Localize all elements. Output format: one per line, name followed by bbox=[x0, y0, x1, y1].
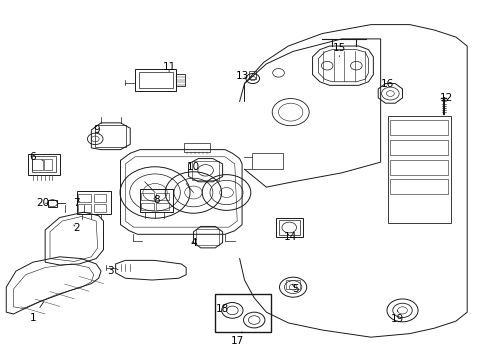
Text: 6: 6 bbox=[30, 152, 42, 162]
Bar bbox=[389, 120, 447, 135]
Bar bbox=[285, 280, 300, 289]
Bar bbox=[196, 229, 219, 245]
Text: 1: 1 bbox=[30, 302, 43, 323]
Bar bbox=[44, 159, 52, 170]
Bar bbox=[77, 191, 111, 214]
Text: 5: 5 bbox=[292, 284, 298, 294]
Text: 2: 2 bbox=[73, 223, 80, 233]
Bar bbox=[140, 189, 173, 212]
Text: 8: 8 bbox=[153, 195, 160, 204]
Bar bbox=[156, 193, 168, 201]
Text: 3: 3 bbox=[107, 266, 118, 276]
Text: 13: 13 bbox=[235, 71, 248, 81]
Bar bbox=[141, 193, 153, 201]
Bar bbox=[183, 143, 210, 152]
Bar bbox=[249, 71, 256, 78]
Text: 20: 20 bbox=[36, 198, 49, 208]
Text: 7: 7 bbox=[73, 198, 80, 208]
Text: 17: 17 bbox=[230, 332, 244, 346]
Bar bbox=[78, 194, 91, 202]
Text: 4: 4 bbox=[190, 238, 196, 248]
Bar bbox=[28, 154, 60, 175]
Text: 15: 15 bbox=[332, 43, 345, 57]
Text: 19: 19 bbox=[390, 310, 404, 324]
Bar bbox=[31, 157, 56, 172]
Text: 11: 11 bbox=[162, 63, 175, 72]
Bar bbox=[389, 159, 447, 175]
Text: 9: 9 bbox=[93, 125, 100, 135]
Bar bbox=[276, 217, 302, 237]
Bar bbox=[138, 72, 172, 88]
Bar bbox=[94, 204, 106, 212]
Bar bbox=[389, 179, 447, 194]
Text: 10: 10 bbox=[186, 162, 200, 172]
Text: 14: 14 bbox=[284, 232, 297, 242]
Text: 12: 12 bbox=[439, 93, 452, 103]
Bar bbox=[135, 69, 176, 91]
Bar bbox=[387, 116, 450, 223]
Bar bbox=[156, 203, 168, 210]
Bar bbox=[278, 220, 299, 235]
Bar bbox=[78, 204, 91, 212]
Bar bbox=[215, 294, 271, 332]
Bar bbox=[389, 140, 447, 155]
Bar bbox=[141, 203, 153, 210]
Bar bbox=[251, 153, 283, 169]
Bar bbox=[94, 194, 106, 202]
Bar bbox=[95, 125, 126, 147]
Bar bbox=[192, 161, 219, 180]
Text: 16: 16 bbox=[381, 78, 394, 89]
Bar bbox=[32, 159, 42, 170]
Text: 18: 18 bbox=[216, 303, 229, 314]
